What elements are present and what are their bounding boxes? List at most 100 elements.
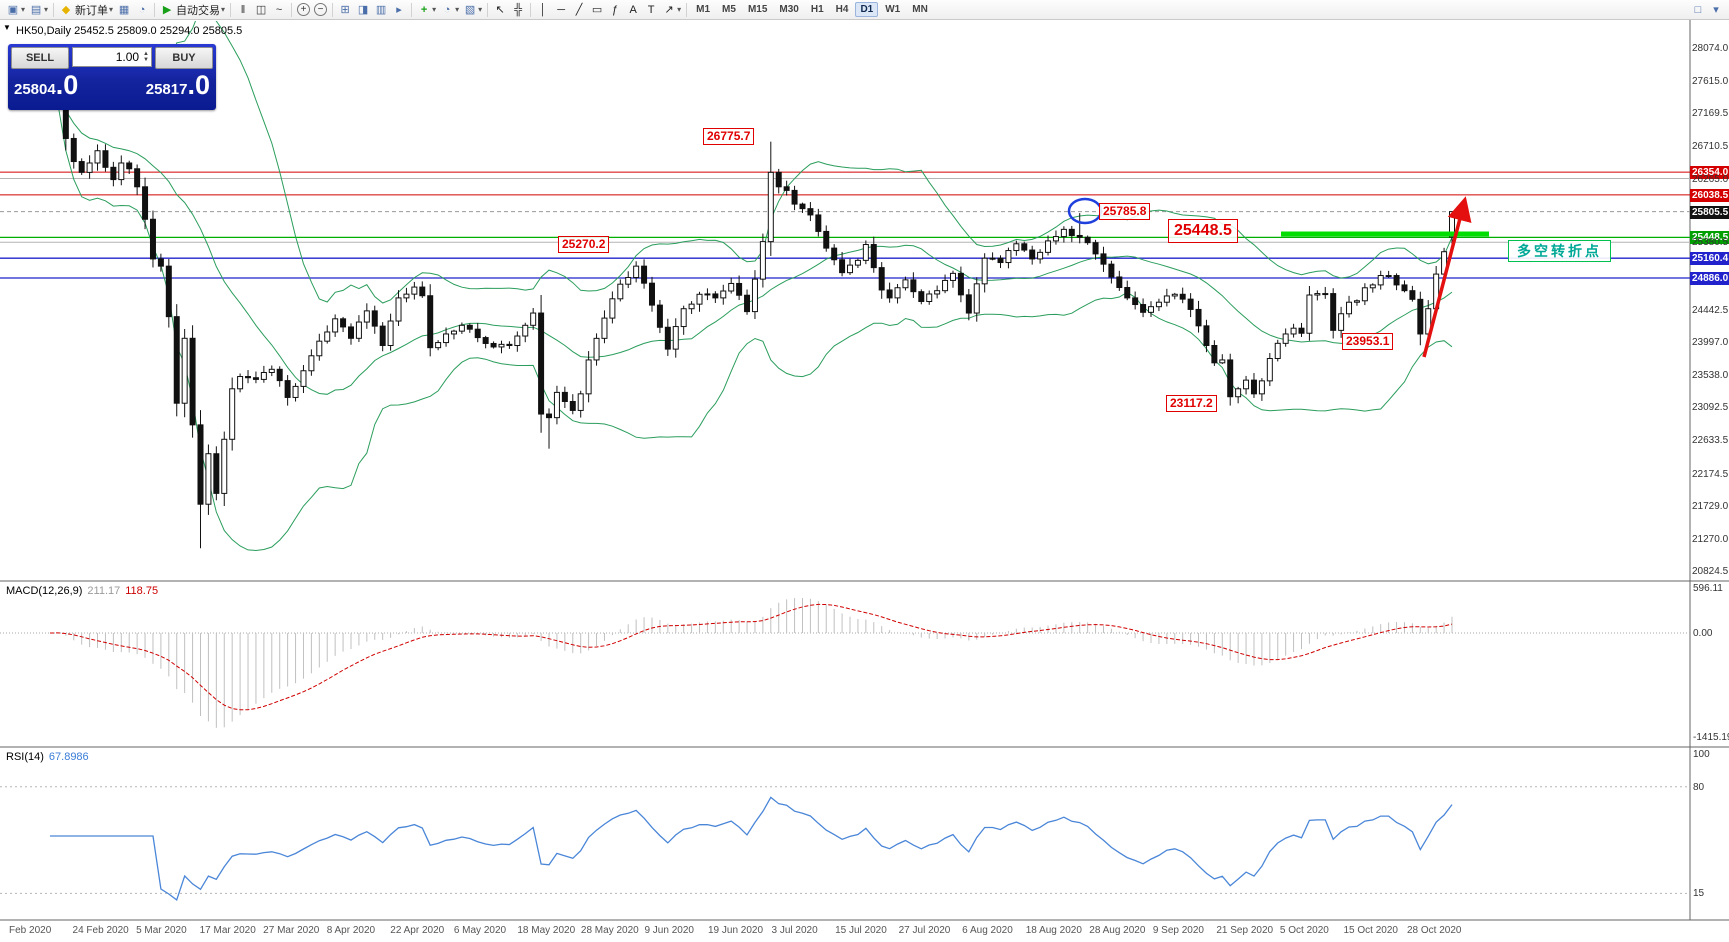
profiles-icon[interactable]: ▤ ▾	[27, 2, 50, 18]
crosshair-icon: ╬	[514, 3, 522, 16]
price-label-21270.0: 21270.0	[1692, 533, 1729, 545]
new-chart-icon-caret[interactable]: ▾	[21, 5, 26, 14]
date-label: 9 Sep 2020	[1152, 925, 1204, 936]
indicators-icon[interactable]: + ▾	[415, 2, 438, 18]
periods-icon[interactable]: ◔ ▾	[438, 2, 461, 18]
bollinger-middle-band	[49, 95, 1453, 395]
chart-shift-icon: ▸	[396, 3, 402, 16]
rsi-scale-80: 80	[1693, 781, 1705, 793]
new-window-icon[interactable]: □	[1689, 2, 1707, 18]
price-axis[interactable]: 28074.0 27615.0 27169.5 26710.5 26354.0 26265…	[1690, 20, 1729, 922]
profiles-icon-caret[interactable]: ▾	[44, 5, 49, 14]
trendline-tool-icon[interactable]: ╱	[570, 2, 588, 18]
date-label: 21 Sep 2020	[1216, 925, 1274, 936]
templates-icon-caret[interactable]: ▾	[478, 5, 483, 14]
periods-icon: ◔	[443, 3, 451, 16]
tile-windows-icon[interactable]: ⊞	[336, 2, 354, 18]
fibonacci-tool-icon[interactable]: ƒ	[606, 2, 624, 18]
volume-input[interactable]: 1.00 ▲ ▼	[72, 47, 152, 67]
price-label-23538.0: 23538.0	[1692, 370, 1729, 382]
toolbar-separator	[230, 2, 232, 17]
timeframe-m30[interactable]: M30	[779, 4, 799, 15]
indicators-icon: +	[420, 3, 428, 16]
indicators-icon-caret[interactable]: ▾	[432, 5, 437, 14]
horizontal-line-tool-icon[interactable]: ─	[552, 2, 570, 18]
zoom-in-icon: +	[297, 3, 311, 16]
annotation-23953.1[interactable]: 23953.1	[1342, 333, 1394, 350]
new-chart-icon[interactable]: ▣ ▾	[4, 2, 27, 18]
toolbar-options-icon[interactable]: ▾	[1707, 2, 1725, 18]
price-tag-25448.5: 25448.5	[1690, 231, 1729, 245]
volume-spinner[interactable]: ▲ ▼	[143, 51, 149, 63]
cascade-windows-icon: ◨	[357, 3, 369, 16]
new-order-icon-caret[interactable]: ▾	[109, 5, 114, 14]
timeframe-h1[interactable]: H1	[810, 4, 824, 15]
line-chart-type-icon[interactable]: ~	[270, 2, 288, 18]
buy-button[interactable]: BUY	[155, 47, 213, 69]
annotation-26775.7[interactable]: 26775.7	[703, 128, 755, 145]
arrow-tool-icon-caret[interactable]: ▾	[677, 5, 682, 14]
profiles-icon: ▤	[30, 3, 42, 16]
timeframe-w1[interactable]: W1	[885, 4, 901, 15]
arrow-tool-icon: ↗	[664, 3, 674, 16]
date-label: 17 Mar 2020	[199, 925, 256, 936]
toolbar-separator	[332, 2, 334, 17]
vertical-line-tool-icon[interactable]: │	[534, 2, 552, 18]
periods-icon-caret[interactable]: ▾	[455, 5, 460, 14]
annotation-25448.5[interactable]: 25448.5	[1168, 219, 1238, 243]
toolbar-separator	[53, 2, 55, 17]
crosshair-icon[interactable]: ╬	[509, 2, 527, 18]
zoom-in-icon[interactable]: +	[295, 2, 312, 17]
cursor-icon: ↖	[495, 3, 505, 16]
price-label-23997.0: 23997.0	[1692, 337, 1729, 349]
zoom-out-icon[interactable]: −	[312, 2, 329, 17]
annotation-23117.2[interactable]: 23117.2	[1166, 395, 1217, 412]
label-tool-icon: T	[647, 3, 655, 16]
arrow-tool-icon[interactable]: ↗ ▾	[660, 2, 683, 18]
time-axis[interactable]: Feb 2020 24 Feb 2020 5 Mar 2020 17 Mar 2020…	[0, 921, 1690, 942]
timeframe-mn[interactable]: MN	[912, 4, 928, 15]
timeframe-m15[interactable]: M15	[747, 4, 768, 15]
volume-down-icon[interactable]: ▼	[143, 57, 149, 63]
new-window-icon: □	[1694, 3, 1702, 16]
annotation-25785.8[interactable]: 25785.8	[1099, 203, 1151, 220]
templates-icon[interactable]: ▧ ▾	[461, 2, 484, 18]
text-tool-icon[interactable]: A	[624, 2, 642, 18]
terminal-icon[interactable]: ▦	[115, 2, 133, 18]
chart-symbol-ohlc: HK50,Daily 25452.5 25809.0 25294.0 25805…	[16, 25, 242, 37]
candlestick-chart-type-icon[interactable]: ◫	[252, 2, 270, 18]
strategy-tester-icon[interactable]: ◔	[133, 2, 151, 18]
arrange-windows-icon[interactable]: ▥	[372, 2, 390, 18]
sell-button[interactable]: SELL	[11, 47, 69, 69]
volume-up-icon[interactable]: ▲	[143, 51, 149, 57]
price-label-22633.5: 22633.5	[1692, 435, 1729, 447]
price-label-23092.5: 23092.5	[1692, 402, 1729, 414]
cursor-icon[interactable]: ↖	[491, 2, 509, 18]
vertical-line-tool-icon: │	[539, 3, 547, 16]
date-label: 9 Jun 2020	[644, 925, 694, 936]
timeframe-m5[interactable]: M5	[722, 4, 736, 15]
rsi-scale-15: 15	[1693, 888, 1705, 900]
breakout-arrow[interactable]	[1422, 196, 1472, 358]
collapse-arrow-icon[interactable]: ▼	[3, 23, 11, 32]
auto-trading-icon-caret[interactable]: ▾	[221, 5, 226, 14]
timeframe-m1[interactable]: M1	[696, 4, 711, 15]
auto-trading-icon[interactable]: ▶ 自动交易 ▾	[158, 1, 227, 19]
tile-windows-icon: ⊞	[340, 3, 350, 16]
annotation-25270.2[interactable]: 25270.2	[558, 236, 610, 253]
highlight-ellipse[interactable]	[1067, 197, 1103, 225]
label-tool-icon[interactable]: T	[642, 2, 660, 18]
chart-shift-icon[interactable]: ▸	[390, 2, 408, 18]
price-label-20824.5: 20824.5	[1692, 565, 1729, 577]
cascade-windows-icon[interactable]: ◨	[354, 2, 372, 18]
channel-tool-icon[interactable]: ▭	[588, 2, 606, 18]
timeframe-h4[interactable]: H4	[835, 4, 849, 15]
bar-chart-type-icon[interactable]: ‖	[234, 2, 252, 18]
timeframe-d1[interactable]: D1	[855, 2, 879, 17]
date-label: 3 Jul 2020	[771, 925, 818, 936]
date-label: 5 Oct 2020	[1279, 925, 1329, 936]
annotation-多空转折点[interactable]: 多空转折点	[1508, 240, 1611, 262]
new-order-icon[interactable]: ◆ 新订单 ▾	[57, 1, 115, 19]
rsi-value: 67.8986	[48, 751, 89, 763]
